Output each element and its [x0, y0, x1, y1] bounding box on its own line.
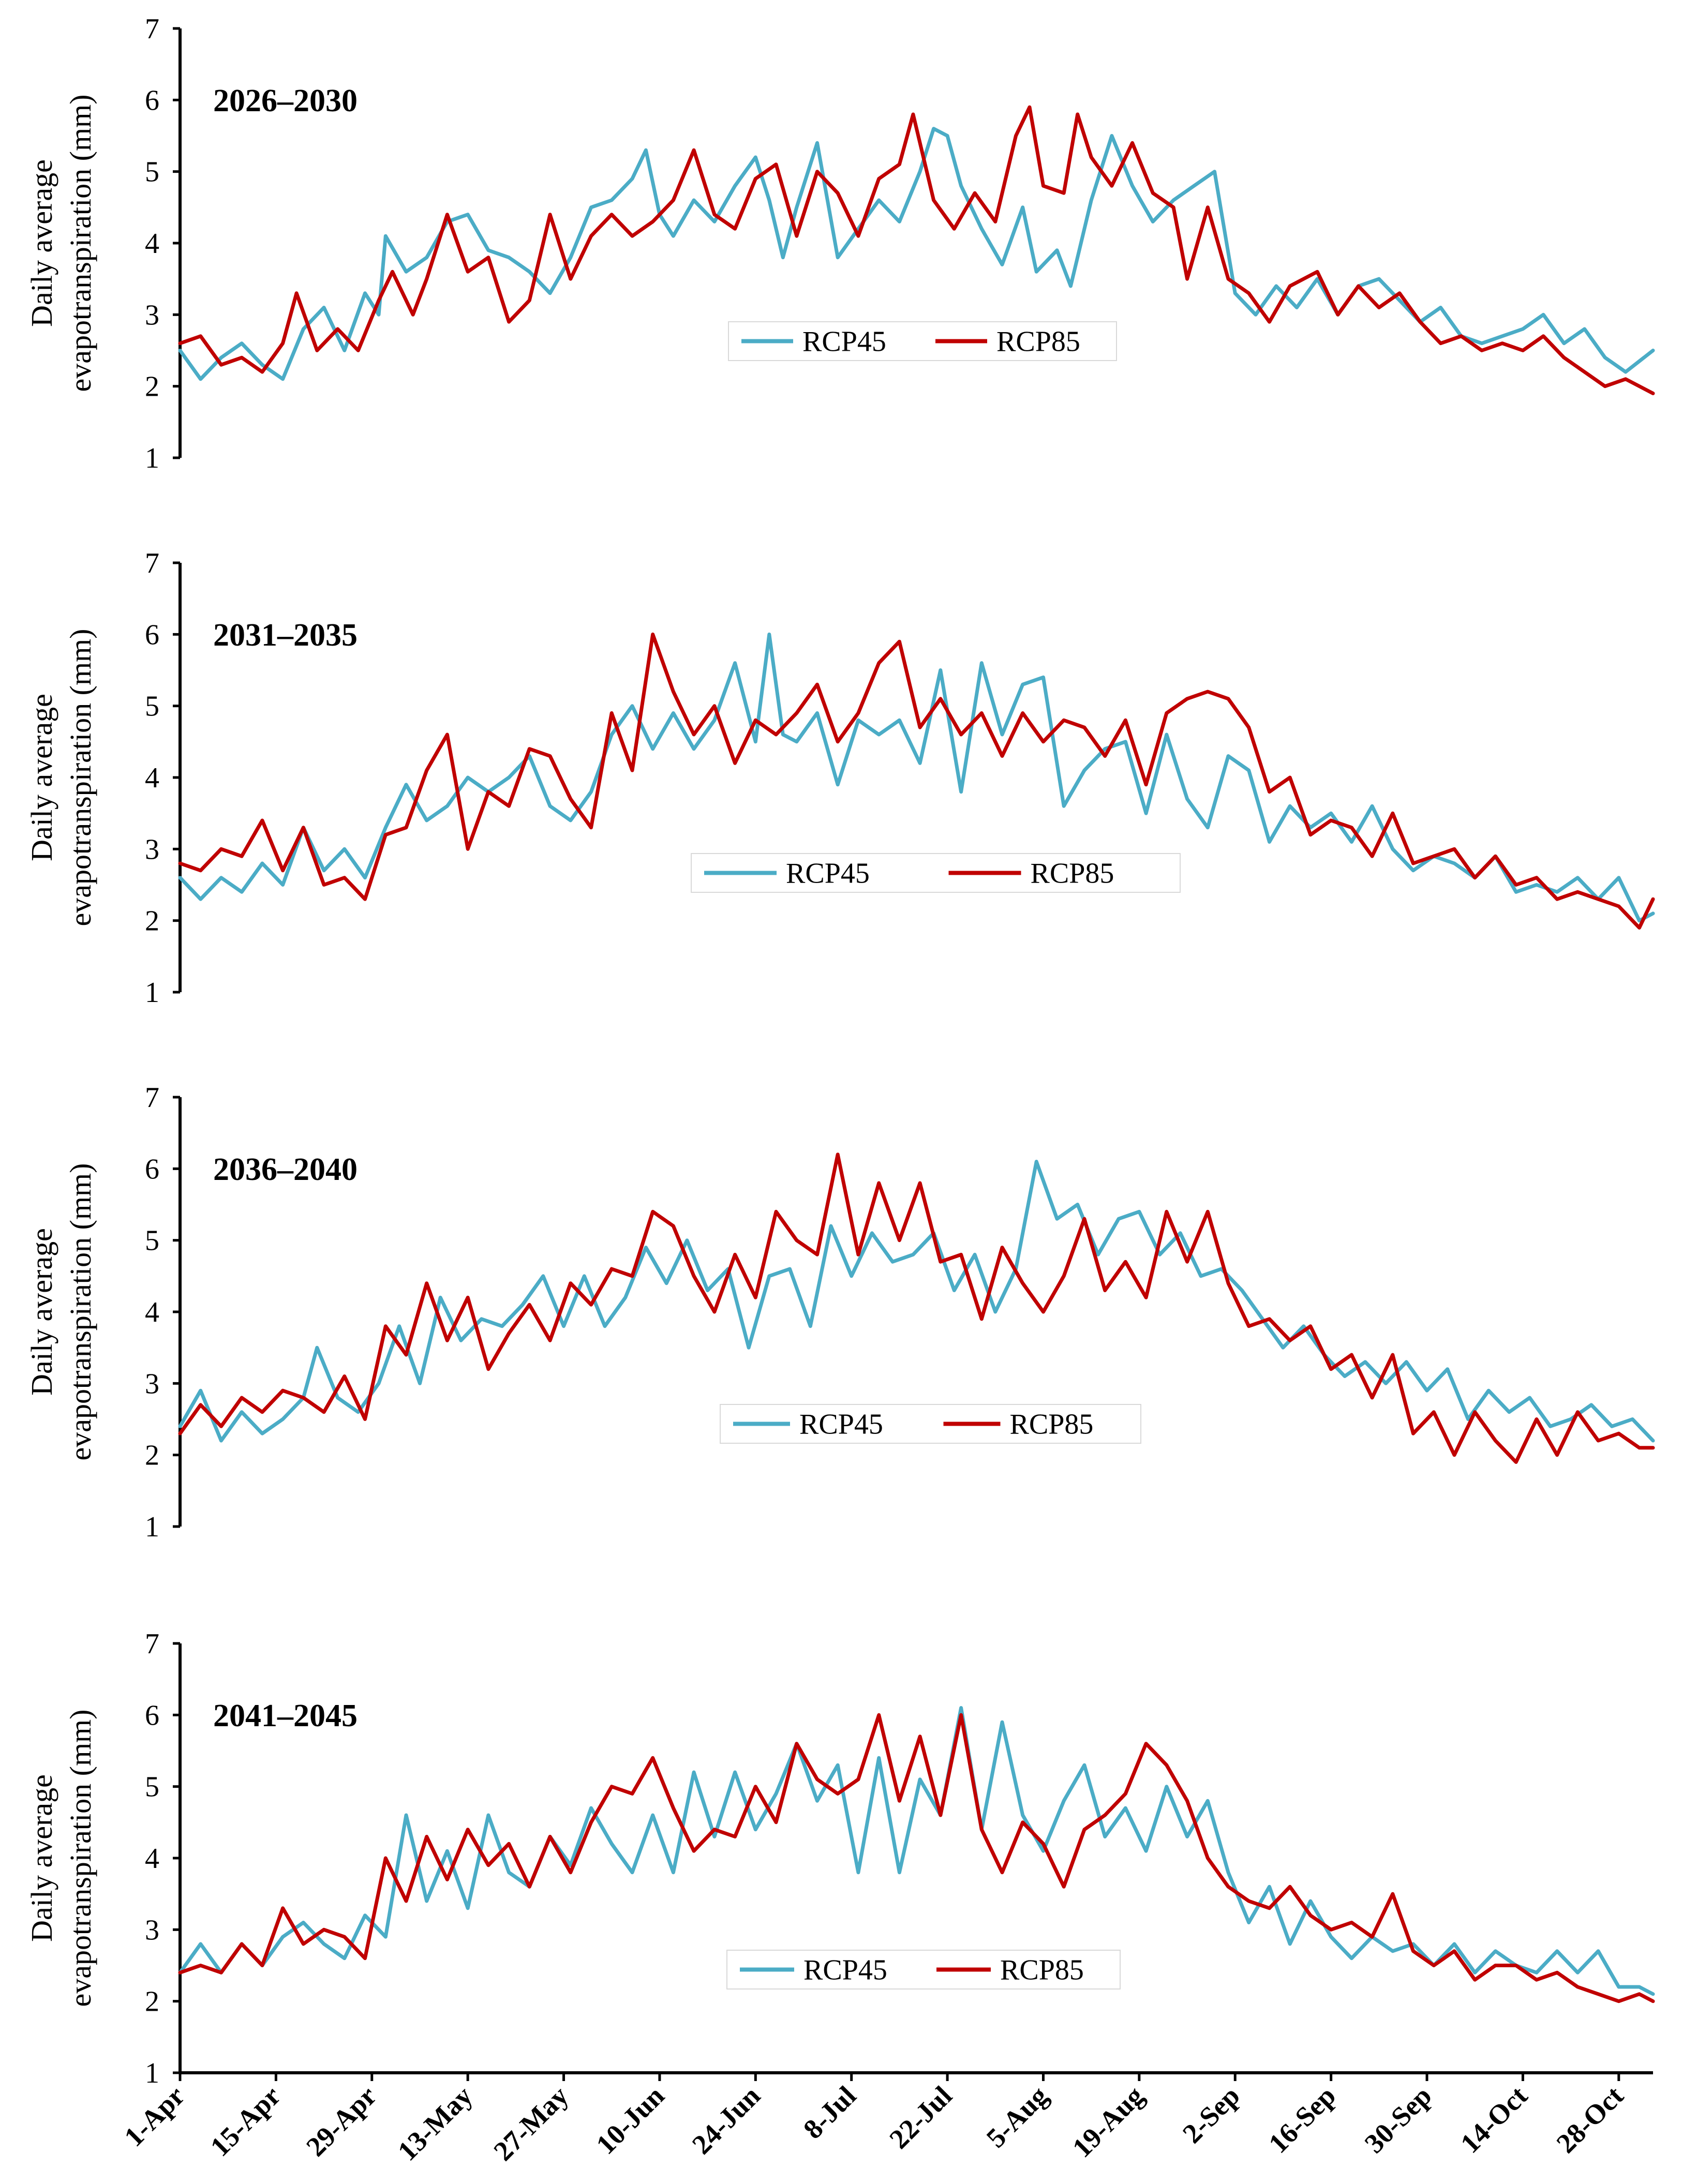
x-tick-label: 14-Oct	[1454, 2080, 1534, 2159]
legend-label-rcp85: RCP85	[996, 326, 1080, 358]
x-tick-label: 15-Apr	[204, 2080, 287, 2162]
x-tick-label: 29-Apr	[300, 2080, 382, 2162]
y-tick-label: 3	[145, 1368, 159, 1400]
legend: RCP45 RCP85	[728, 321, 1117, 361]
x-tick-label: 30-Sep	[1359, 2080, 1438, 2159]
y-axis-label-line2: evapotranspiration (mm)	[64, 1163, 97, 1461]
y-tick-label: 7	[145, 547, 159, 579]
y-tick-label: 4	[145, 762, 159, 794]
y-tick-label: 7	[145, 1628, 159, 1660]
legend: RCP45 RCP85	[726, 1950, 1121, 1989]
y-axis-label: Daily average evapotranspiration (mm)	[25, 629, 97, 926]
y-tick-label: 2	[145, 1986, 159, 2018]
x-tick-label: 19-Aug	[1066, 2080, 1150, 2163]
y-tick-label: 1	[145, 442, 159, 474]
legend-box	[720, 1404, 1141, 1444]
y-tick-label: 1	[145, 977, 159, 1009]
panel-1: 1 2 3 4 5 6 7 Daily average evapotranspiration (…	[25, 13, 1655, 474]
y-axis-label: Daily average evapotranspiration (mm)	[25, 1163, 97, 1461]
legend-label-rcp45: RCP45	[802, 326, 886, 358]
y-axis-label-line1: Daily average	[25, 159, 58, 327]
x-tick-label: 28-Oct	[1551, 2080, 1630, 2159]
x-tick-label: 5-Aug	[980, 2080, 1054, 2153]
y-tick-label: 1	[145, 2057, 159, 2089]
y-tick-label: 2	[145, 905, 159, 937]
series-line-rcp85	[178, 1153, 1655, 1464]
series-line-rcp45	[178, 632, 1655, 923]
series-line-rcp45	[178, 1160, 1655, 1443]
legend-label-rcp85: RCP85	[1031, 858, 1114, 890]
y-tick-label: 7	[145, 13, 159, 45]
y-axis-label-line2: evapotranspiration (mm)	[64, 95, 97, 392]
series-line-rcp85	[178, 1713, 1655, 2003]
legend-label-rcp45: RCP45	[803, 1954, 887, 1986]
y-tick-label: 3	[145, 1914, 159, 1946]
x-tick-label: 24-Jun	[686, 2080, 766, 2160]
y-tick-label: 4	[145, 1843, 159, 1875]
y-axis-label: Daily average evapotranspiration (mm)	[25, 95, 97, 392]
y-tick-label: 2	[145, 1440, 159, 1472]
y-tick-label: 5	[145, 691, 159, 723]
panel-4: 1 2 3 4 5 6 7 Daily average evapotranspiration (…	[25, 1628, 1655, 2167]
panel-3: 1 2 3 4 5 6 7 Daily average evapotranspiration (…	[25, 1082, 1655, 1543]
x-tick-label: 10-Jun	[590, 2080, 671, 2160]
y-axis-label-line2: evapotranspiration (mm)	[64, 629, 97, 926]
y-tick-label: 6	[145, 84, 159, 116]
panel-title: 2036–2040	[213, 1152, 358, 1187]
y-tick-label: 3	[145, 299, 159, 331]
y-tick-label: 4	[145, 228, 159, 260]
legend-label-rcp45: RCP45	[799, 1409, 883, 1441]
y-tick-label: 5	[145, 1225, 159, 1257]
y-tick-label: 4	[145, 1296, 159, 1328]
panel-title: 2031–2035	[213, 618, 358, 653]
series-line-rcp85	[178, 632, 1655, 930]
legend: RCP45 RCP85	[691, 853, 1181, 893]
legend: RCP45 RCP85	[720, 1404, 1141, 1444]
y-tick-label: 6	[145, 1153, 159, 1185]
y-tick-label: 2	[145, 371, 159, 403]
panel-2: 1 2 3 4 5 6 7 Daily average evapotranspiration (…	[25, 547, 1655, 1009]
y-tick-label: 3	[145, 833, 159, 865]
y-tick-label: 7	[145, 1082, 159, 1114]
x-tick-label: 2-Sep	[1177, 2080, 1246, 2149]
y-axis-label-line1: Daily average	[25, 1774, 58, 1942]
legend-label-rcp85: RCP85	[1010, 1409, 1094, 1441]
y-axis-label: Daily average evapotranspiration (mm)	[25, 1710, 97, 2007]
legend-label-rcp85: RCP85	[1000, 1954, 1084, 1986]
x-tick-label: 1-Apr	[118, 2080, 190, 2152]
series-line-rcp85	[178, 105, 1655, 395]
y-tick-label: 5	[145, 156, 159, 188]
y-tick-label: 1	[145, 1511, 159, 1543]
legend-box	[728, 321, 1117, 361]
x-tick-label: 27-May	[487, 2080, 574, 2167]
panel-title: 2041–2045	[213, 1698, 358, 1733]
panel-title: 2026–2030	[213, 83, 358, 118]
y-tick-label: 6	[145, 1699, 159, 1731]
y-axis-label-line1: Daily average	[25, 694, 58, 861]
y-tick-label: 6	[145, 619, 159, 651]
x-tick-label: 16-Sep	[1262, 2080, 1342, 2159]
y-tick-label: 5	[145, 1771, 159, 1803]
x-tick-label: 8-Jul	[797, 2080, 862, 2145]
y-axis-label-line1: Daily average	[25, 1228, 58, 1396]
series-line-rcp45	[178, 1706, 1655, 1996]
legend-label-rcp45: RCP45	[786, 858, 870, 890]
series-line-rcp45	[178, 127, 1655, 381]
x-tick-label: 13-May	[392, 2080, 479, 2167]
x-tick-label: 22-Jul	[883, 2080, 958, 2155]
y-axis-label-line2: evapotranspiration (mm)	[64, 1710, 97, 2007]
